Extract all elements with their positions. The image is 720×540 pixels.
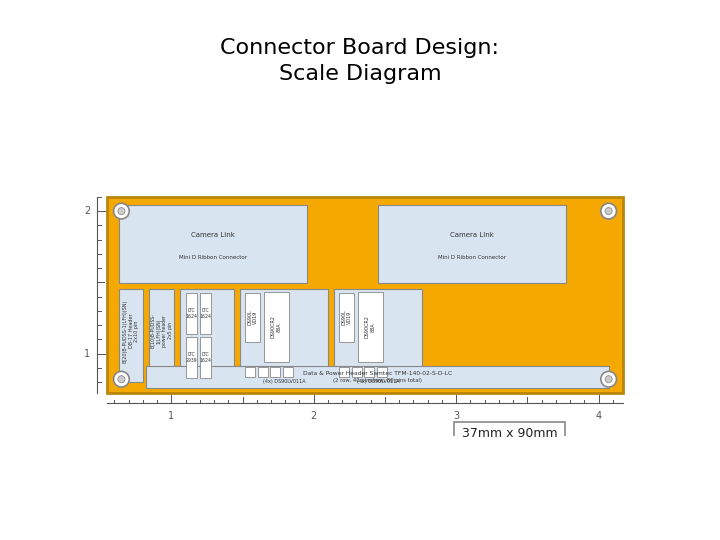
Text: DS90CR2
88A: DS90CR2 88A [365, 315, 376, 338]
Bar [364, 367, 374, 377]
Text: (2 row, 40 pins/row, 80 pins total): (2 row, 40 pins/row, 80 pins total) [333, 378, 422, 383]
Text: LTC
1624: LTC 1624 [185, 308, 197, 319]
Text: 2: 2 [84, 206, 90, 216]
Circle shape [600, 203, 616, 219]
Circle shape [118, 207, 125, 214]
Text: B(10)B-PUDSS-
1(LFH)(SN)
power header
2x5 pin: B(10)B-PUDSS- 1(LFH)(SN) power header 2x… [150, 314, 173, 348]
Bar [180, 289, 234, 382]
Bar [246, 367, 256, 377]
Bar [258, 367, 268, 377]
Text: Data & Power Header Samtec TFM-140-02-S-D-LC: Data & Power Header Samtec TFM-140-02-S-… [302, 370, 451, 376]
Bar [271, 367, 280, 377]
Text: 2: 2 [310, 410, 317, 421]
Bar [264, 292, 289, 362]
Bar [358, 292, 383, 362]
Circle shape [605, 207, 612, 214]
Bar [149, 289, 174, 382]
Bar [377, 367, 387, 377]
Bar [200, 293, 211, 334]
Text: DS90CR2
88A: DS90CR2 88A [271, 315, 282, 338]
Text: DS90L
VD19: DS90L VD19 [341, 309, 352, 326]
Text: Mini D Ribbon Connector: Mini D Ribbon Connector [179, 255, 247, 260]
Bar [200, 337, 211, 378]
Text: Mini D Ribbon Connector: Mini D Ribbon Connector [438, 255, 506, 260]
Text: 37mm x 90mm: 37mm x 90mm [462, 427, 557, 440]
Bar [246, 293, 260, 342]
Bar [352, 367, 362, 377]
Bar [119, 205, 307, 284]
Text: 4: 4 [595, 410, 602, 421]
Text: (4x) DS90LV011A: (4x) DS90LV011A [356, 379, 399, 384]
Text: 3: 3 [453, 410, 459, 421]
Text: LTC
2939: LTC 2939 [185, 352, 197, 363]
Bar [333, 289, 422, 382]
Bar [240, 289, 328, 382]
Text: (4x) DS90LV011A: (4x) DS90LV011A [263, 379, 305, 384]
Text: DS90L
VD19: DS90L VD19 [247, 309, 258, 326]
Text: Connector Board Design:
Scale Diagram: Connector Board Design: Scale Diagram [220, 38, 500, 84]
Circle shape [600, 372, 616, 387]
Text: LTC
1624: LTC 1624 [200, 352, 212, 363]
Bar [145, 366, 608, 388]
Bar [339, 367, 349, 377]
Text: B(20)B-PUDSS-1(LFH)(SN)
DB-17 Header
2x10 pin: B(20)B-PUDSS-1(LFH)(SN) DB-17 Header 2x1… [122, 299, 140, 362]
Text: Camera Link: Camera Link [191, 232, 235, 238]
Text: 1: 1 [168, 410, 174, 421]
Circle shape [605, 376, 612, 383]
Bar [186, 337, 197, 378]
Bar [454, 422, 565, 445]
Bar [339, 293, 354, 342]
Text: LTC
1624: LTC 1624 [200, 308, 212, 319]
Circle shape [114, 372, 130, 387]
Bar [283, 367, 293, 377]
Text: 1: 1 [84, 349, 90, 359]
Bar [378, 205, 566, 284]
Bar [107, 197, 623, 394]
Bar [186, 293, 197, 334]
Circle shape [118, 376, 125, 383]
Circle shape [114, 203, 130, 219]
Text: Camera Link: Camera Link [450, 232, 494, 238]
Bar [119, 289, 143, 382]
